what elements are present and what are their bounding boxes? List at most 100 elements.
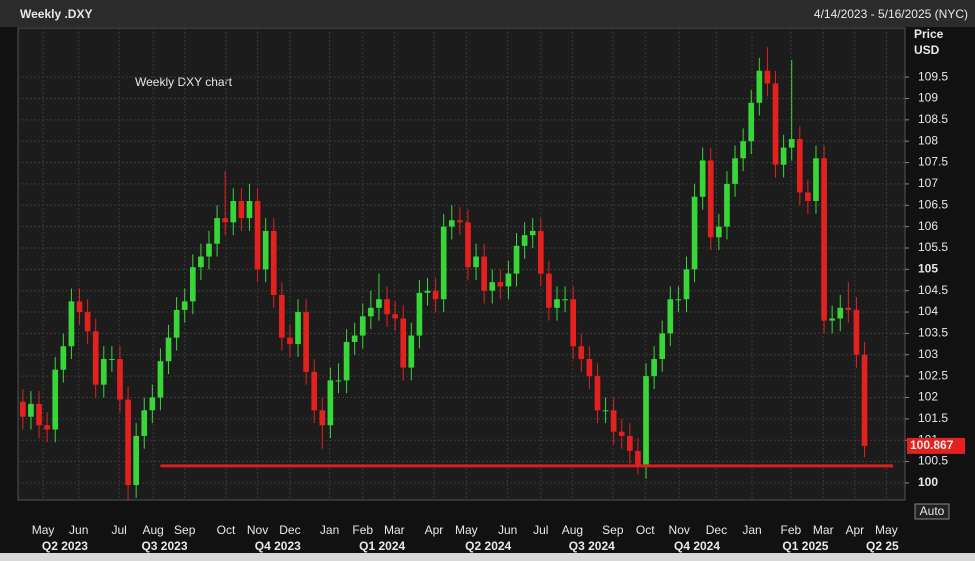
quarter-label: Q4 2023 [255,539,301,553]
candle-body [432,290,439,300]
x-tick-label: Nov [247,523,268,537]
candle-body [351,335,358,342]
x-tick-label: Nov [669,523,690,537]
candle-body [651,359,657,377]
candle-body [440,226,447,300]
quarter-label: Q3 2024 [569,539,615,553]
candle-body [813,158,819,201]
candle-body [68,301,75,347]
candle-body [287,337,293,345]
candle-body [295,312,301,345]
candle-body [756,70,763,103]
quarter-label: Q4 2024 [674,539,720,553]
candle-body [165,337,172,362]
candle-body [610,410,617,432]
candle-body [788,139,795,148]
y-tick-label: 108 [918,133,938,147]
candle-body [699,160,706,197]
candle-body [570,299,577,347]
x-tick-label: Oct [217,523,236,537]
candle-body [189,267,196,302]
candle-body [845,307,852,310]
quarter-label: Q1 2025 [782,539,828,553]
candle-body [133,435,139,486]
x-tick-label: Dec [279,523,300,537]
candle-body [457,220,463,223]
candle-body [343,341,350,381]
candle-body [327,380,334,426]
candle-body [627,435,633,451]
auto-button[interactable] [914,503,950,520]
candle-body [618,431,625,436]
x-tick-label: May [32,523,55,537]
y-axis-unit: USD [914,43,940,57]
candle-body [497,282,504,287]
candle-body [780,147,787,165]
candle-body [254,200,261,270]
candle-body [716,226,722,238]
candle-body [635,450,641,466]
y-tick-label: 102.5 [918,368,948,382]
y-tick-label: 106.5 [918,197,948,211]
last-price-label: 100.867 [910,438,954,452]
candle-body [513,245,520,274]
candle-body [448,220,455,227]
header-bar [0,0,975,27]
x-tick-label: Apr [425,523,444,537]
candle-body [489,282,496,291]
candle-body [732,158,738,184]
x-tick-label: May [455,523,478,537]
candle-body [861,354,868,446]
x-tick-label: Aug [142,523,163,537]
y-tick-label: 109.5 [918,69,948,83]
x-tick-label: May [875,523,898,537]
candle-body [821,158,827,321]
annotation: Weekly DXY chart [135,75,233,89]
candle-body [537,230,544,274]
candle-body [748,102,755,142]
candle-body [60,346,67,370]
x-tick-label: Apr [845,523,864,537]
candle-body [157,361,164,398]
quarter-label: Q2 25 [866,539,899,553]
candle-body [529,230,536,236]
candle-body [465,222,471,268]
candle-body [20,401,26,417]
candle-body [602,410,609,412]
candle-body [141,410,148,436]
candle-body [772,83,779,165]
candle-body [335,380,342,382]
candle-body [303,312,309,372]
y-tick-label: 107.5 [918,155,948,169]
candle-body [319,410,326,426]
quarter-label: Q2 2023 [42,539,88,553]
candle-body [92,331,99,385]
x-tick-label: Feb [781,523,802,537]
candle-body [594,376,601,411]
scrollbar[interactable] [0,553,975,561]
candle-body [424,290,431,293]
candle-body [84,312,91,332]
candle-body [109,359,115,361]
candle-body [28,403,34,417]
y-tick-label: 100 [918,475,938,489]
candle-body [44,425,50,430]
candle-body [198,256,204,268]
x-tick-label: Oct [636,523,655,537]
x-tick-label: Mar [813,523,834,537]
last-price-box [907,437,965,454]
candle-body [117,359,123,400]
candle-body [837,307,844,319]
plot-area [17,27,906,501]
candle-body [262,230,269,270]
candle-body [578,346,585,360]
candle-body [691,196,698,270]
candle-body [724,183,730,227]
auto-button-label[interactable]: Auto [920,504,945,518]
y-tick-label: 103.5 [918,326,948,340]
chart-title: Weekly .DXY [20,7,92,21]
candle-body [400,318,407,368]
candle-body [125,399,131,486]
y-tick-label: 104.5 [918,283,948,297]
y-tick-label: 100.5 [918,454,948,468]
